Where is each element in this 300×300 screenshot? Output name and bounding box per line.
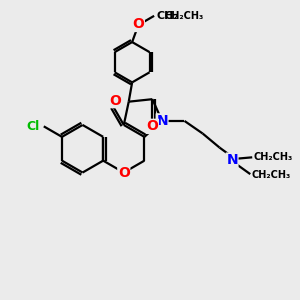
- Text: O: O: [109, 94, 121, 108]
- Text: O: O: [132, 17, 144, 32]
- Text: CH₂: CH₂: [156, 11, 178, 21]
- Text: CH₂CH₃: CH₂CH₃: [165, 11, 204, 21]
- Text: N: N: [156, 114, 168, 128]
- Text: O: O: [146, 119, 158, 133]
- Text: O: O: [118, 166, 130, 179]
- Text: CH₂CH₃: CH₂CH₃: [252, 170, 291, 180]
- Text: CH₂CH₃: CH₂CH₃: [254, 152, 293, 162]
- Text: Cl: Cl: [26, 120, 40, 133]
- Text: N: N: [226, 153, 238, 167]
